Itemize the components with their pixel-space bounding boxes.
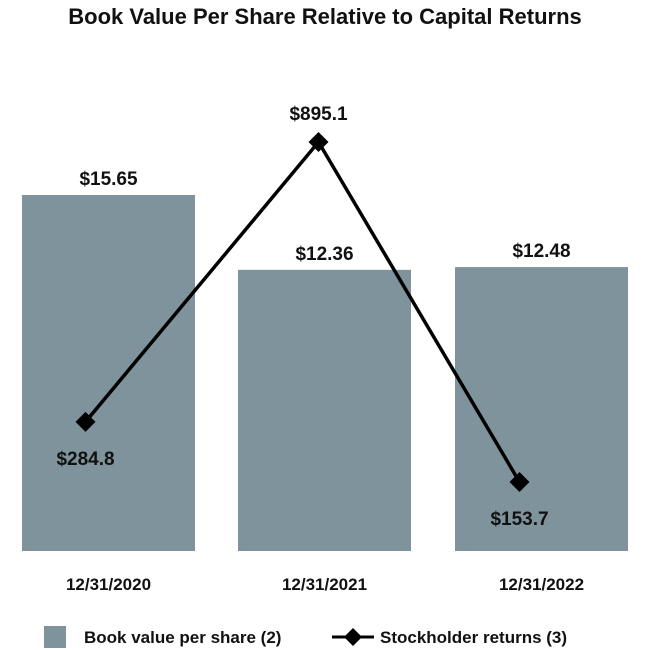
line-value-label: $895.1 — [289, 104, 348, 125]
bar-12/31/2022 — [455, 267, 628, 551]
category-label: 12/31/2022 — [499, 575, 584, 594]
legend-label-line: Stockholder returns (3) — [380, 628, 567, 647]
bars-layer — [22, 195, 628, 551]
line-point-marker — [509, 472, 530, 492]
line-point-marker — [75, 411, 96, 432]
category-label: 12/31/2021 — [282, 575, 367, 594]
bar-12/31/2021 — [238, 269, 411, 551]
bar-12/31/2020 — [22, 195, 195, 551]
chart-title: Book Value Per Share Relative to Capital… — [68, 4, 582, 29]
bar-value-label: $12.48 — [512, 241, 570, 262]
bar-value-label: $15.65 — [79, 169, 138, 190]
legend-label-bar: Book value per share (2) — [84, 628, 281, 647]
category-label: 12/31/2020 — [66, 575, 151, 594]
line-value-label: $284.8 — [56, 449, 114, 470]
legend-swatch-bar — [44, 626, 66, 648]
bar-value-label: $12.36 — [295, 244, 353, 265]
line-value-label: $153.7 — [490, 509, 548, 530]
legend-diamond-icon — [344, 628, 362, 646]
legend: Book value per share (2) Stockholder retu… — [44, 626, 567, 648]
line-point-marker — [308, 132, 329, 152]
labels-layer: $15.65 12/31/2020 $12.36 12/31/2021 $12.48 12… — [56, 104, 584, 594]
line-layer — [75, 132, 530, 492]
